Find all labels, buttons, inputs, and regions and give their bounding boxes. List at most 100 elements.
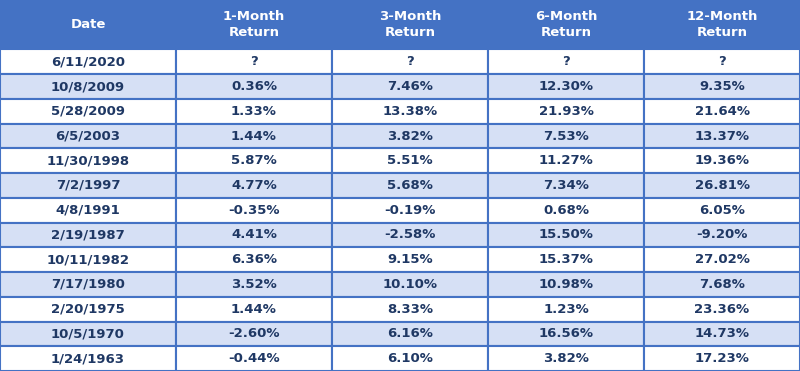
Text: 7.53%: 7.53% xyxy=(543,129,589,142)
Text: -2.58%: -2.58% xyxy=(384,229,436,242)
Bar xyxy=(176,297,332,322)
Text: -0.44%: -0.44% xyxy=(228,352,280,365)
Text: 8.33%: 8.33% xyxy=(387,303,433,316)
Bar xyxy=(332,247,488,272)
Bar xyxy=(644,198,800,223)
Bar xyxy=(488,247,644,272)
Text: 1-Month
Return: 1-Month Return xyxy=(223,10,285,39)
Text: 1.23%: 1.23% xyxy=(543,303,589,316)
Text: 15.37%: 15.37% xyxy=(538,253,594,266)
Bar xyxy=(176,346,332,371)
Bar xyxy=(644,346,800,371)
Text: 3.82%: 3.82% xyxy=(387,129,433,142)
Bar xyxy=(644,247,800,272)
Bar xyxy=(176,322,332,346)
Bar xyxy=(488,74,644,99)
Text: 23.36%: 23.36% xyxy=(694,303,750,316)
Text: ?: ? xyxy=(250,55,258,68)
Bar xyxy=(644,49,800,74)
Bar xyxy=(488,0,644,49)
Text: 0.68%: 0.68% xyxy=(543,204,589,217)
Bar xyxy=(176,247,332,272)
Text: ?: ? xyxy=(406,55,414,68)
Bar xyxy=(332,272,488,297)
Bar xyxy=(0,49,176,74)
Text: 5.87%: 5.87% xyxy=(231,154,277,167)
Bar xyxy=(0,223,176,247)
Bar xyxy=(332,148,488,173)
Text: 7.68%: 7.68% xyxy=(699,278,745,291)
Text: 10/11/1982: 10/11/1982 xyxy=(46,253,130,266)
Bar xyxy=(644,272,800,297)
Bar xyxy=(0,272,176,297)
Text: 14.73%: 14.73% xyxy=(694,327,750,341)
Bar xyxy=(176,223,332,247)
Text: 12.30%: 12.30% xyxy=(538,80,594,93)
Bar xyxy=(0,0,176,49)
Bar xyxy=(176,124,332,148)
Bar xyxy=(332,49,488,74)
Text: 10/5/1970: 10/5/1970 xyxy=(51,327,125,341)
Bar xyxy=(176,173,332,198)
Text: 7/17/1980: 7/17/1980 xyxy=(51,278,125,291)
Bar xyxy=(0,346,176,371)
Bar xyxy=(0,247,176,272)
Text: 4/8/1991: 4/8/1991 xyxy=(56,204,120,217)
Text: 11.27%: 11.27% xyxy=(538,154,594,167)
Text: 10/8/2009: 10/8/2009 xyxy=(51,80,125,93)
Bar xyxy=(488,124,644,148)
Text: 9.15%: 9.15% xyxy=(387,253,433,266)
Bar xyxy=(488,173,644,198)
Text: 10.10%: 10.10% xyxy=(382,278,438,291)
Bar xyxy=(488,272,644,297)
Bar xyxy=(332,346,488,371)
Bar xyxy=(332,173,488,198)
Text: 5/28/2009: 5/28/2009 xyxy=(51,105,125,118)
Bar xyxy=(0,173,176,198)
Text: -9.20%: -9.20% xyxy=(696,229,748,242)
Bar xyxy=(176,74,332,99)
Bar xyxy=(0,74,176,99)
Bar xyxy=(488,322,644,346)
Bar xyxy=(332,74,488,99)
Bar xyxy=(332,99,488,124)
Bar xyxy=(332,297,488,322)
Text: 26.81%: 26.81% xyxy=(694,179,750,192)
Text: 27.02%: 27.02% xyxy=(694,253,750,266)
Text: 1.44%: 1.44% xyxy=(231,303,277,316)
Text: 6.05%: 6.05% xyxy=(699,204,745,217)
Text: -0.19%: -0.19% xyxy=(384,204,436,217)
Text: -2.60%: -2.60% xyxy=(228,327,280,341)
Bar xyxy=(332,198,488,223)
Bar xyxy=(332,223,488,247)
Text: 4.77%: 4.77% xyxy=(231,179,277,192)
Bar xyxy=(644,74,800,99)
Bar xyxy=(176,99,332,124)
Text: -0.35%: -0.35% xyxy=(228,204,280,217)
Text: 7.34%: 7.34% xyxy=(543,179,589,192)
Bar xyxy=(644,0,800,49)
Bar xyxy=(644,124,800,148)
Text: 0.36%: 0.36% xyxy=(231,80,277,93)
Bar xyxy=(644,173,800,198)
Text: 5.51%: 5.51% xyxy=(387,154,433,167)
Text: 1.33%: 1.33% xyxy=(231,105,277,118)
Bar xyxy=(0,148,176,173)
Bar xyxy=(176,198,332,223)
Text: 9.35%: 9.35% xyxy=(699,80,745,93)
Bar xyxy=(176,0,332,49)
Bar xyxy=(644,322,800,346)
Text: 6.36%: 6.36% xyxy=(231,253,277,266)
Bar xyxy=(644,148,800,173)
Bar xyxy=(488,223,644,247)
Text: 6.16%: 6.16% xyxy=(387,327,433,341)
Text: 3.82%: 3.82% xyxy=(543,352,589,365)
Bar xyxy=(0,198,176,223)
Text: Date: Date xyxy=(70,18,106,31)
Bar xyxy=(176,272,332,297)
Text: 6-Month
Return: 6-Month Return xyxy=(535,10,597,39)
Text: 11/30/1998: 11/30/1998 xyxy=(46,154,130,167)
Bar xyxy=(0,99,176,124)
Bar xyxy=(0,322,176,346)
Text: 2/19/1987: 2/19/1987 xyxy=(51,229,125,242)
